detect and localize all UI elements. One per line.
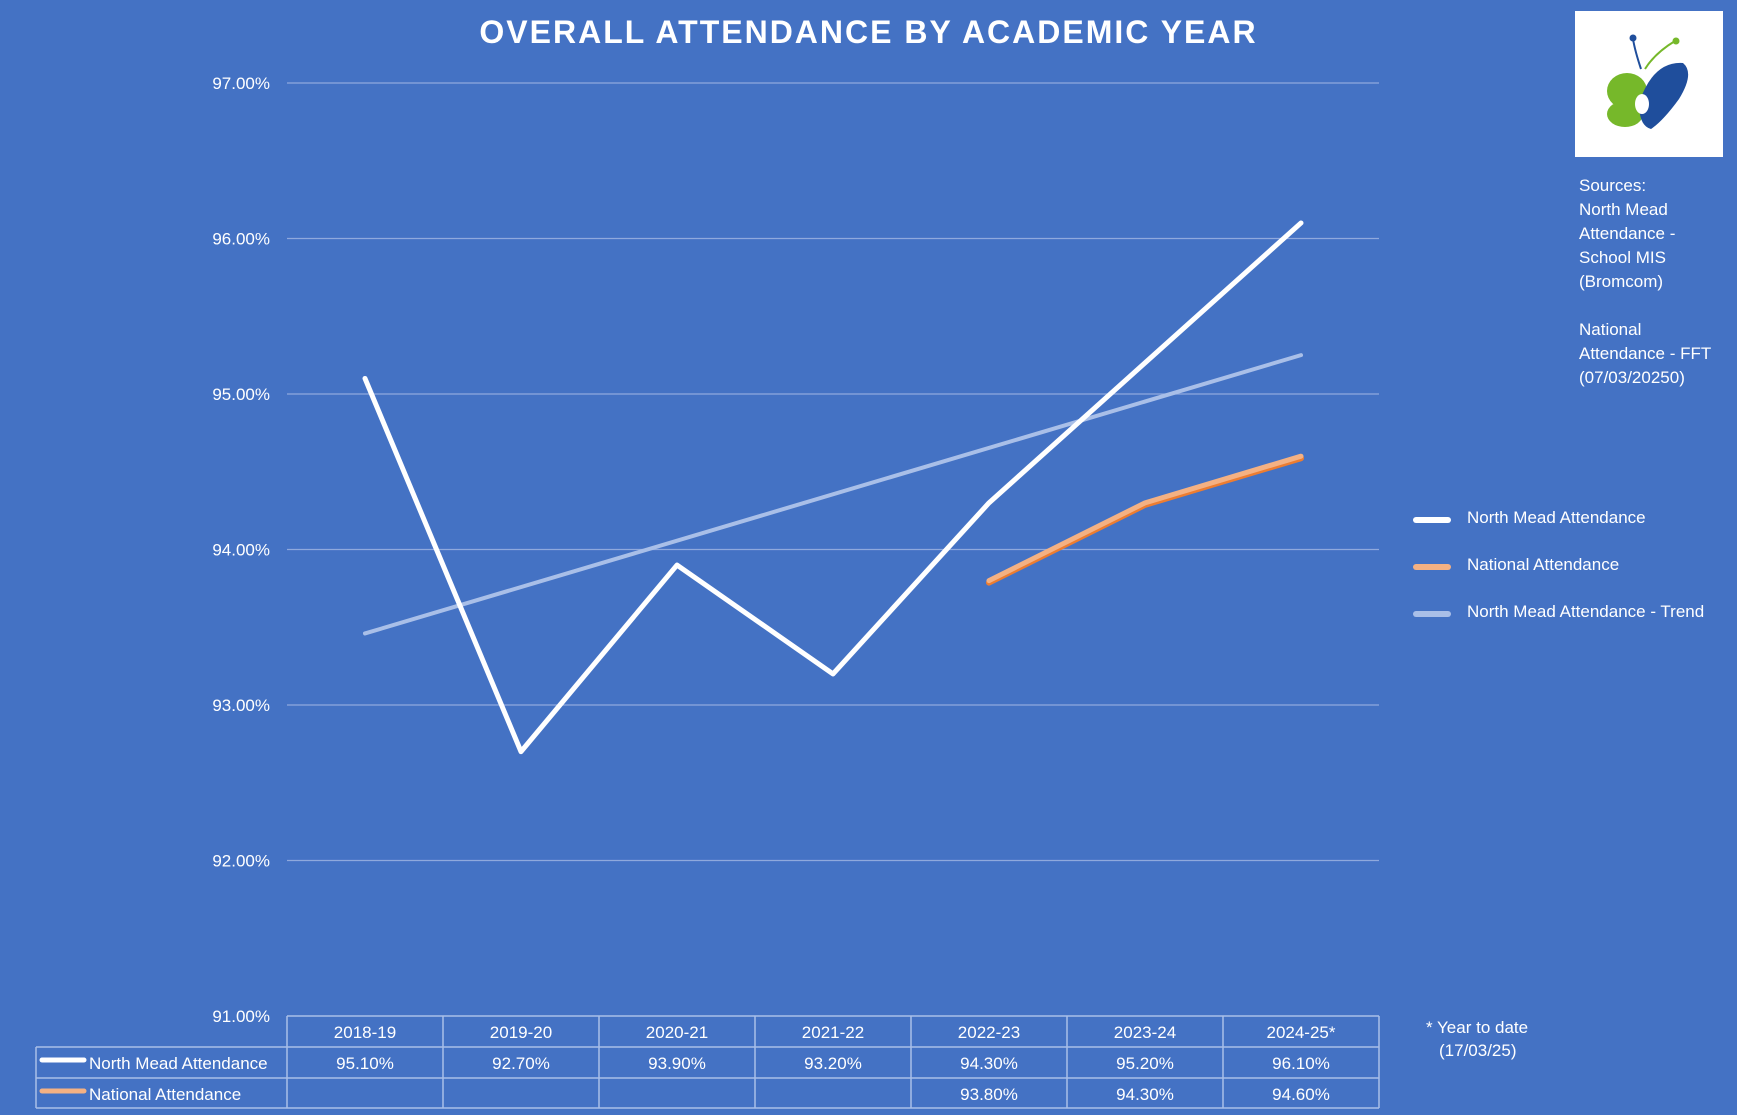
data-label: 93.80% — [960, 1085, 1018, 1104]
sources-heading: Sources: — [1579, 176, 1647, 195]
data-label: 92.70% — [492, 1054, 550, 1073]
school-logo — [1575, 11, 1723, 157]
table-row-name: National Attendance — [89, 1085, 241, 1104]
sources-line: National — [1579, 320, 1642, 339]
y-tick-label: 95.00% — [212, 385, 270, 404]
data-label: 94.30% — [1116, 1085, 1174, 1104]
x-category-label: 2019-20 — [490, 1023, 552, 1042]
sources-line: (07/03/20250) — [1579, 368, 1685, 387]
sources-line: Attendance - — [1579, 224, 1676, 243]
sources-line: (Bromcom) — [1579, 272, 1664, 291]
data-label: 93.20% — [804, 1054, 862, 1073]
x-category-label: 2023-24 — [1114, 1023, 1176, 1042]
x-category-label: 2020-21 — [646, 1023, 708, 1042]
y-tick-label: 97.00% — [212, 74, 270, 93]
data-label: 95.10% — [336, 1054, 394, 1073]
year-to-date-footnote: * Year to date (17/03/25) — [1426, 1016, 1528, 1062]
chart-title: OVERALL ATTENDANCE BY ACADEMIC YEAR — [479, 14, 1258, 50]
footnote-line: * Year to date — [1426, 1018, 1529, 1037]
sources-line — [1579, 294, 1737, 318]
national-line — [986, 453, 1304, 584]
sources-note: Sources: North Mead Attendance - School … — [1579, 174, 1737, 390]
sources-line: Attendance - FFT — [1579, 344, 1712, 363]
north-mead-line — [362, 220, 1304, 755]
legend-swatch — [1413, 611, 1451, 617]
y-tick-label: 93.00% — [212, 696, 270, 715]
y-tick-label: 91.00% — [212, 1007, 270, 1026]
footnote-line: (17/03/25) — [1439, 1041, 1517, 1060]
x-category-label: 2022-23 — [958, 1023, 1020, 1042]
sources-line: North Mead — [1579, 200, 1668, 219]
sources-line: School MIS — [1579, 248, 1666, 267]
x-category-label: 2024-25* — [1266, 1023, 1335, 1042]
national-line-shadow — [986, 455, 1304, 586]
data-label: 94.30% — [960, 1054, 1018, 1073]
data-label: 95.20% — [1116, 1054, 1174, 1073]
trend-line — [363, 353, 1303, 636]
y-tick-label: 92.00% — [212, 852, 270, 871]
y-tick-label: 96.00% — [212, 230, 270, 249]
butterfly-logo-icon — [1607, 34, 1689, 130]
data-label: 96.10% — [1272, 1054, 1330, 1073]
data-label: 94.60% — [1272, 1085, 1330, 1104]
y-tick-label: 94.00% — [212, 541, 270, 560]
table-row-name: North Mead Attendance — [89, 1054, 268, 1073]
legend-label: North Mead Attendance — [1467, 508, 1646, 527]
data-label: 93.90% — [648, 1054, 706, 1073]
x-category-label: 2021-22 — [802, 1023, 864, 1042]
legend-label: National Attendance — [1467, 555, 1620, 574]
legend-swatch — [1413, 564, 1451, 570]
legend-label: North Mead Attendance - Trend — [1467, 602, 1705, 621]
legend-swatch — [1413, 517, 1451, 523]
x-category-label: 2018-19 — [334, 1023, 396, 1042]
